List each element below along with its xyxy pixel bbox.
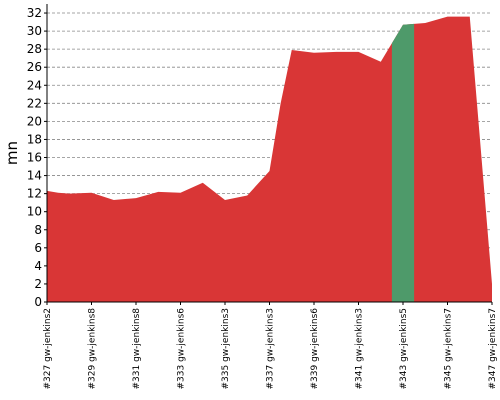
y-tick-label: 8	[34, 223, 42, 237]
y-tick-label: 4	[34, 259, 42, 273]
y-tick-label: 30	[27, 24, 42, 38]
x-tick-labels: #327 gw-jenkins2 #329 gw-jenkins8 #331 gw-…	[43, 308, 498, 390]
y-tick-label: 10	[27, 205, 42, 219]
y-tick-label: 0	[34, 295, 42, 309]
y-tick-label: 24	[27, 78, 42, 92]
y-tick-label: 26	[27, 60, 42, 74]
duration-area	[47, 16, 492, 302]
y-tick-label: 22	[27, 96, 42, 110]
y-axis-title: mn	[3, 141, 21, 165]
x-tick-label: #331 gw-jenkins8	[132, 308, 142, 390]
x-tick-label: #333 gw-jenkins6	[177, 308, 187, 390]
y-tick-label: 28	[27, 42, 42, 56]
x-tick-label: #327 gw-jenkins2	[43, 308, 53, 389]
y-tick-label: 6	[34, 241, 42, 255]
x-tick-label: #341 gw-jenkins3	[355, 308, 365, 389]
y-tick-label: 16	[27, 151, 42, 165]
axes	[44, 4, 493, 305]
x-tick-label: #347 gw-jenkins7	[488, 308, 498, 389]
y-tick-label: 14	[27, 169, 42, 183]
x-tick-label: #343 gw-jenkins5	[399, 308, 409, 389]
x-tick-label: #337 gw-jenkins3	[266, 308, 276, 389]
x-tick-label: #339 gw-jenkins6	[310, 308, 320, 390]
y-tick-label: 32	[27, 6, 42, 20]
x-tick-label: #329 gw-jenkins8	[88, 308, 98, 390]
x-tick-label: #335 gw-jenkins3	[221, 308, 231, 389]
y-tick-label: 18	[27, 132, 42, 146]
success-band	[391, 16, 415, 302]
y-tick-label: 20	[27, 114, 42, 128]
y-tick-label: 2	[34, 277, 42, 291]
y-tick-label: 12	[27, 187, 42, 201]
x-tick-label: #345 gw-jenkins7	[444, 308, 454, 389]
failure-area	[47, 16, 492, 302]
